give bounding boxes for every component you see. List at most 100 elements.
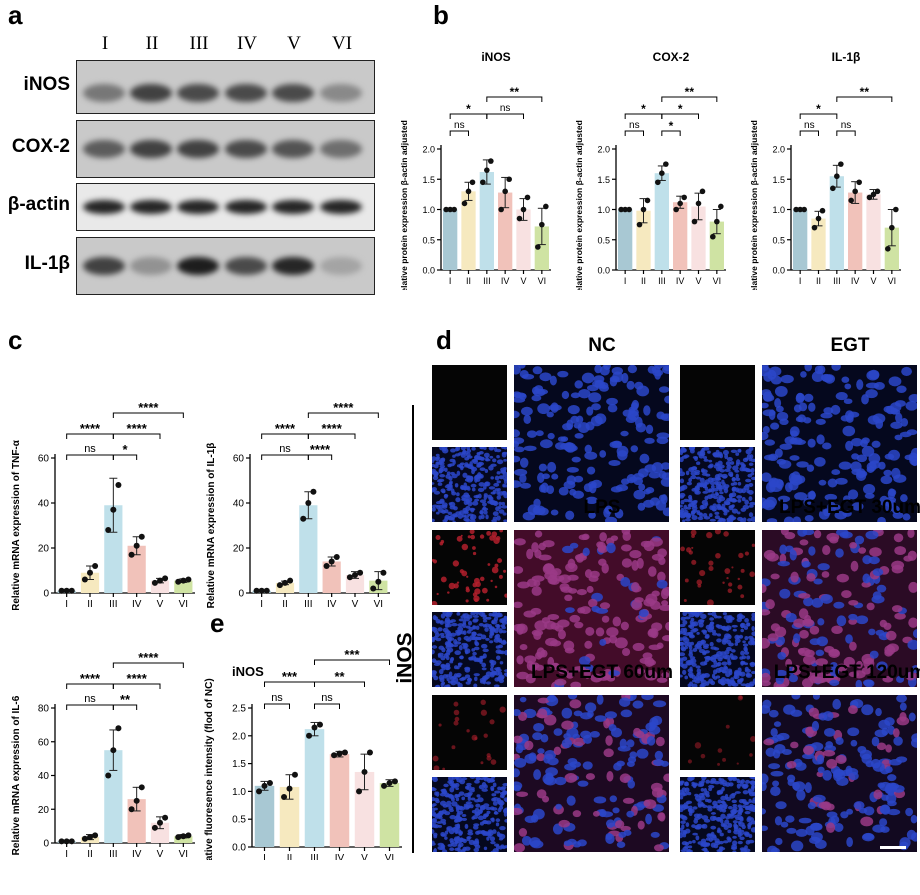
- nucleus: [797, 530, 808, 537]
- nucleus: [734, 469, 740, 473]
- nucleus: [864, 493, 875, 499]
- nucleus: [739, 677, 744, 681]
- nucleus: [797, 414, 807, 423]
- nucleus: [789, 474, 803, 486]
- blot-band: [320, 257, 362, 275]
- nucleus: [580, 730, 592, 739]
- x-tick-label: V: [361, 853, 368, 860]
- nucleus: [432, 660, 438, 663]
- nucleus: [534, 530, 543, 538]
- nucleus: [713, 495, 719, 500]
- nucleus: [723, 665, 728, 670]
- nucleus: [573, 422, 582, 429]
- nucleus: [685, 470, 690, 476]
- nucleus: [632, 700, 644, 709]
- nucleus: [773, 721, 782, 727]
- nucleus: [700, 613, 707, 620]
- nucleus: [450, 797, 455, 802]
- nucleus: [726, 464, 732, 470]
- nucleus: [691, 783, 698, 787]
- nucleus: [867, 415, 880, 425]
- nucleus: [564, 773, 578, 783]
- nucleus: [435, 637, 442, 642]
- nucleus: [466, 475, 472, 481]
- nucleus: [656, 411, 665, 420]
- nucleus: [540, 482, 549, 494]
- nucleus: [840, 811, 849, 819]
- bar-I: [254, 785, 275, 847]
- data-point: [81, 835, 88, 842]
- nucleus: [766, 518, 778, 522]
- y-tick-label: 40: [38, 499, 50, 510]
- nucleus: [576, 589, 587, 596]
- x-tick-label: I: [260, 599, 263, 610]
- nucleus: [790, 430, 798, 437]
- nucleus: [705, 681, 710, 686]
- red-speck: [486, 530, 492, 536]
- nucleus: [861, 704, 874, 716]
- data-point: [889, 224, 895, 231]
- nucleus: [485, 637, 490, 641]
- nucleus: [663, 773, 669, 783]
- fluorescence-title-2: LPS: [583, 497, 621, 518]
- nucleus: [856, 660, 863, 669]
- nucleus: [888, 376, 902, 387]
- nucleus: [905, 400, 917, 411]
- nucleus: [456, 447, 461, 451]
- nucleus: [826, 822, 836, 833]
- nucleus: [611, 440, 623, 448]
- nucleus: [705, 794, 710, 798]
- nucleus: [908, 394, 917, 403]
- nucleus: [717, 466, 723, 471]
- nucleus: [503, 672, 507, 677]
- bar-IV: [329, 754, 350, 847]
- nucleus: [645, 424, 654, 435]
- nucleus: [644, 670, 658, 681]
- nucleus: [514, 391, 522, 399]
- nucleus: [436, 504, 441, 510]
- nucleus: [892, 784, 905, 793]
- lane-label-1: I: [101, 33, 109, 54]
- nucleus: [502, 808, 507, 814]
- blot-band: [272, 84, 314, 102]
- significance-label: **: [685, 85, 695, 99]
- nucleus: [614, 508, 624, 519]
- nucleus: [493, 616, 499, 622]
- nucleus: [524, 740, 534, 751]
- scale-bar: [880, 846, 906, 849]
- nucleus: [891, 560, 905, 570]
- nucleus: [492, 801, 498, 806]
- nucleus: [483, 452, 490, 458]
- nucleus: [491, 793, 497, 797]
- nucleus: [432, 488, 436, 493]
- nucleus: [518, 828, 528, 837]
- nucleus: [846, 836, 853, 848]
- nucleus: [482, 624, 488, 628]
- nucleus: [605, 735, 613, 746]
- nucleus: [690, 629, 697, 633]
- nucleus: [457, 682, 463, 687]
- nucleus: [564, 594, 573, 602]
- nucleus: [766, 552, 779, 562]
- nucleus: [680, 514, 686, 519]
- nucleus: [783, 704, 796, 715]
- nucleus: [762, 773, 769, 785]
- red-channel-image: [432, 695, 507, 770]
- nucleus: [451, 827, 455, 831]
- red-speck: [706, 531, 713, 539]
- y-axis-label: Relative fluoresence intensity (flod of …: [204, 678, 215, 860]
- nucleus: [716, 451, 723, 457]
- nucleus: [688, 681, 694, 687]
- red-speck: [694, 742, 702, 749]
- nucleus: [636, 668, 646, 675]
- nucleus: [496, 495, 502, 500]
- nucleus: [831, 469, 841, 476]
- nucleus: [573, 710, 583, 717]
- nucleus: [554, 678, 567, 686]
- data-point: [175, 578, 182, 585]
- nucleus: [498, 501, 503, 506]
- red-speck: [447, 591, 450, 594]
- nucleus: [574, 433, 584, 439]
- data-point: [893, 206, 899, 213]
